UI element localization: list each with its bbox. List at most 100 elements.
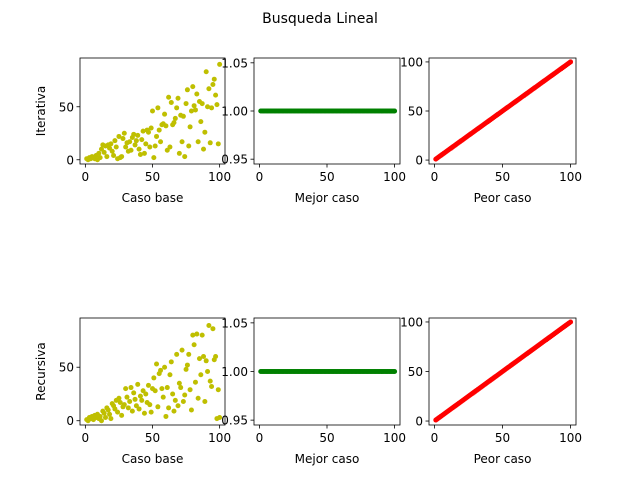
- data-points: [433, 319, 574, 423]
- data-point: [97, 155, 103, 161]
- data-point: [148, 125, 154, 131]
- data-point: [145, 382, 151, 388]
- data-points: [433, 59, 574, 162]
- data-point: [166, 94, 172, 100]
- data-point: [147, 144, 153, 150]
- x-axis-label: Mejor caso: [295, 452, 360, 466]
- y-tick-label: 50: [59, 361, 74, 375]
- x-tick-label: 50: [319, 170, 334, 184]
- data-point: [150, 108, 155, 114]
- data-point: [159, 386, 165, 392]
- data-point: [123, 144, 129, 150]
- subplot-6: 0 50 100 0 50 100 Peor caso: [400, 315, 582, 466]
- data-point: [172, 397, 178, 403]
- data-point: [137, 151, 143, 157]
- x-tick-label: 100: [208, 431, 231, 445]
- data-point: [170, 391, 176, 397]
- data-point: [125, 405, 131, 411]
- data-point: [136, 146, 142, 152]
- data-point: [116, 395, 122, 401]
- y-tick-label: 1.05: [221, 316, 248, 330]
- data-point: [109, 148, 115, 154]
- data-point: [183, 366, 189, 372]
- figure-title: Busqueda Lineal: [262, 11, 378, 27]
- data-point: [162, 364, 168, 370]
- data-point: [214, 102, 220, 108]
- y-tick-label: 1.00: [221, 365, 248, 379]
- data-point: [127, 139, 133, 145]
- data-point: [151, 375, 157, 381]
- data-point: [147, 402, 153, 408]
- data-point: [176, 380, 182, 386]
- data-point: [215, 141, 221, 147]
- data-point: [194, 331, 200, 337]
- x-axis-label: Mejor caso: [295, 191, 360, 205]
- data-point: [139, 137, 145, 143]
- data-point: [186, 351, 192, 357]
- data-point: [207, 378, 213, 384]
- data-point: [119, 154, 125, 160]
- data-point: [105, 407, 111, 413]
- data-point: [184, 362, 190, 368]
- data-point: [213, 354, 219, 360]
- data-point: [135, 381, 141, 387]
- data-point: [148, 409, 154, 415]
- data-point: [568, 319, 574, 325]
- y-axis-label: Iterativa: [34, 86, 48, 136]
- data-point: [198, 119, 204, 125]
- data-point: [188, 108, 194, 114]
- data-point: [175, 403, 181, 409]
- data-point: [154, 361, 160, 367]
- data-points: [84, 61, 223, 163]
- data-point: [108, 141, 114, 147]
- data-point: [187, 387, 193, 393]
- data-point: [123, 386, 129, 392]
- data-point: [168, 359, 174, 365]
- x-tick-label: 0: [256, 431, 264, 445]
- data-point: [203, 358, 209, 364]
- data-point: [176, 150, 182, 156]
- y-tick-label: 1.00: [221, 105, 248, 119]
- data-point: [137, 393, 143, 399]
- x-tick-label: 0: [82, 431, 90, 445]
- data-point: [199, 101, 205, 107]
- data-point: [183, 101, 189, 107]
- data-point: [117, 400, 123, 406]
- data-point: [191, 342, 197, 348]
- x-tick-label: 0: [256, 170, 264, 184]
- data-point: [213, 92, 219, 98]
- y-tick-label: 0: [66, 414, 74, 428]
- data-point: [101, 410, 107, 416]
- y-tick-label: 50: [408, 365, 423, 379]
- data-point: [190, 84, 196, 90]
- data-point: [112, 138, 118, 144]
- subplot-1: 0 50 100 0 50 Caso base Iterativa: [34, 57, 231, 205]
- data-point: [128, 147, 134, 153]
- data-point: [107, 411, 113, 417]
- data-point: [127, 398, 133, 404]
- x-tick-label: 50: [319, 431, 334, 445]
- data-point: [195, 139, 201, 145]
- data-point: [156, 127, 162, 133]
- data-point: [196, 356, 202, 362]
- data-point: [174, 351, 180, 357]
- data-point: [182, 392, 188, 398]
- y-tick-label: 0.95: [221, 153, 248, 167]
- data-point: [180, 113, 186, 119]
- data-point: [96, 150, 102, 156]
- data-point: [158, 139, 164, 145]
- data-point: [192, 379, 198, 385]
- x-axis-label: Caso base: [122, 452, 184, 466]
- data-point: [191, 103, 197, 109]
- data-point: [175, 95, 181, 101]
- data-point: [167, 144, 173, 150]
- data-point: [140, 128, 146, 134]
- x-tick-label: 100: [559, 431, 582, 445]
- data-point: [210, 326, 216, 332]
- y-tick-label: 1.05: [221, 56, 248, 70]
- data-point: [392, 369, 398, 374]
- data-point: [167, 372, 173, 378]
- data-point: [120, 136, 126, 142]
- data-point: [116, 133, 122, 139]
- y-tick-label: 100: [400, 315, 423, 329]
